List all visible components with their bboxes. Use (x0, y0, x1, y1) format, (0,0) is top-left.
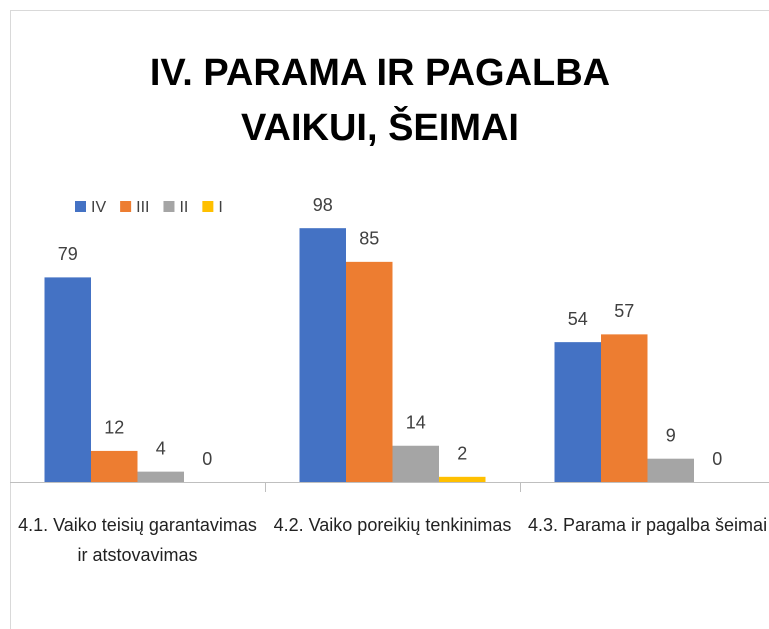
bar (346, 261, 393, 482)
chart-title: IV. PARAMA IR PAGALBA (150, 52, 610, 94)
value-label: 12 (104, 418, 124, 438)
legend-swatch (120, 201, 132, 212)
bar (44, 277, 91, 482)
bar (299, 228, 346, 482)
value-label: 2 (457, 444, 467, 464)
value-label: 85 (359, 229, 379, 249)
legend-swatch (163, 201, 175, 212)
value-label: 4 (156, 438, 166, 458)
bar (554, 342, 601, 482)
legend-swatch (75, 201, 86, 212)
x-tick-label: 4.3. Parama ir pagalba šeimai (527, 515, 768, 535)
value-label: 0 (712, 449, 722, 469)
x-tick-label: 4.1. Vaiko teisių garantavimas ir atstov… (18, 515, 257, 565)
legend-label: IV (91, 199, 106, 216)
value-label: 79 (58, 244, 78, 264)
bar (137, 471, 184, 482)
x-tick-label: 4.2. Vaiko poreikių tenkinimas (273, 515, 512, 535)
value-label: 54 (568, 309, 588, 329)
chart-title: VAIKUI, ŠEIMAI (241, 104, 519, 149)
legend-swatch (202, 201, 214, 212)
bar (392, 445, 439, 482)
legend-label: III (136, 199, 149, 216)
legend-label: I (218, 199, 222, 216)
value-label: 9 (666, 425, 676, 445)
bar (91, 450, 138, 482)
value-label: 57 (614, 301, 634, 321)
bar (439, 476, 486, 482)
legend-label: II (179, 199, 188, 216)
value-label: 98 (313, 195, 333, 215)
bar (601, 334, 648, 482)
bar (647, 458, 694, 482)
value-label: 0 (202, 449, 212, 469)
value-label: 14 (406, 412, 426, 432)
